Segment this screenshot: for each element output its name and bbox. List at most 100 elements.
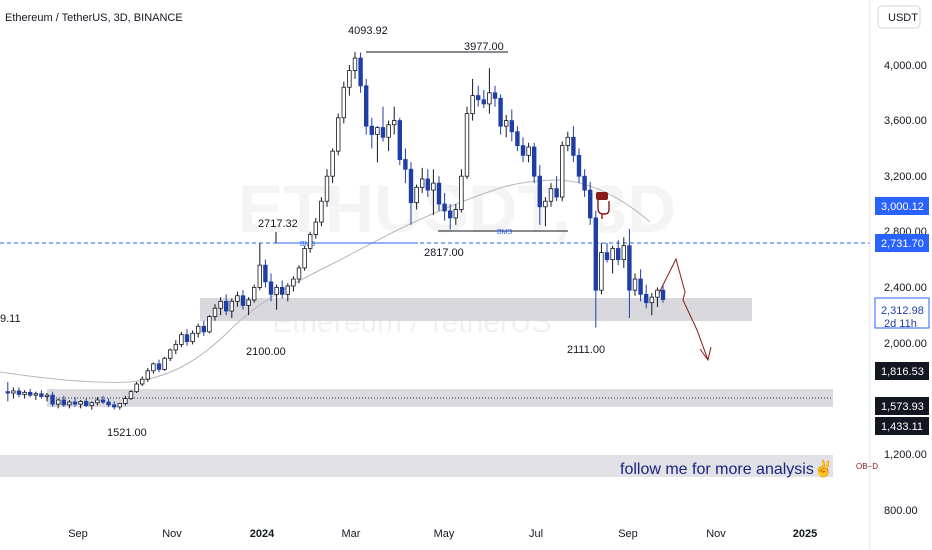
candle-body-up: [543, 200, 548, 208]
candle-body-down: [16, 390, 22, 395]
candle-body-down: [616, 248, 621, 260]
annotation-4093: 4093.92: [348, 25, 388, 37]
candle: [134, 381, 139, 394]
candle: [386, 120, 391, 152]
candle: [610, 245, 615, 274]
y-tick-label: 1,200.00: [884, 449, 927, 461]
price-label: 2,731.70: [875, 234, 929, 252]
pointing-hand-icon: [596, 192, 610, 219]
candle-body-down: [554, 188, 559, 198]
candle: [16, 387, 22, 398]
candle: [593, 210, 598, 328]
x-tick-label: Sep: [68, 528, 88, 540]
candle-body-up: [464, 113, 470, 177]
candle-body-up: [386, 124, 391, 138]
candle-body-up: [470, 95, 475, 115]
candle: [447, 204, 453, 230]
candle: [207, 315, 212, 334]
candle: [627, 229, 632, 318]
candle-body-up: [599, 252, 604, 291]
candle-body-up: [548, 188, 554, 202]
projection-arrow: [658, 257, 709, 361]
candle: [123, 395, 128, 406]
price-label: 3,000.12: [875, 197, 929, 215]
candle-body-up: [414, 186, 419, 204]
candle-body-down: [112, 404, 117, 408]
candle: [263, 259, 268, 288]
candle: [139, 376, 145, 387]
candle: [464, 106, 470, 179]
candle-body-down: [498, 97, 503, 127]
candle-body-up: [307, 234, 313, 249]
candle-body-down: [106, 401, 111, 406]
bms-label-left: BMS: [300, 241, 316, 248]
candle-body-down: [5, 391, 10, 394]
candle: [162, 356, 167, 371]
candle-body-down: [520, 145, 526, 156]
x-tick-label: 2024: [250, 528, 275, 540]
candle: [492, 85, 498, 107]
candle-body-up: [44, 394, 50, 397]
candle: [145, 368, 150, 382]
candle-body-up: [313, 221, 318, 235]
candle-body-up: [207, 316, 212, 333]
candle-body-up: [453, 209, 458, 219]
x-tick-label: Jul: [529, 528, 543, 540]
price-label-countdown: 2d 11h: [884, 318, 917, 330]
candle: [582, 169, 587, 198]
candle-body-up: [257, 264, 262, 288]
candle-body-up: [56, 399, 61, 405]
price-label-box: [875, 197, 929, 215]
candle: [565, 131, 570, 152]
price-label-text: 2,731.70: [881, 238, 924, 250]
annotation-2717: 2717.32: [258, 218, 298, 230]
candle-body-up: [134, 383, 139, 393]
candle: [554, 176, 559, 202]
candle: [515, 126, 520, 152]
candle-body-down: [408, 168, 414, 204]
candle: [487, 68, 492, 114]
candle-body-down: [156, 363, 162, 370]
candle-body-down: [72, 401, 78, 405]
annotation-3977: 3977.00: [464, 41, 504, 53]
candle: [285, 283, 290, 302]
candle: [5, 381, 10, 402]
candle: [498, 94, 503, 135]
candle-body-down: [638, 278, 643, 295]
candle-body-down: [425, 178, 430, 191]
price-label: 1,433.11: [875, 417, 929, 435]
candle: [251, 284, 257, 303]
candle: [257, 243, 262, 291]
candle: [509, 109, 514, 142]
candle: [128, 390, 134, 400]
y-tick-label: 800.00: [884, 505, 918, 517]
x-tick-label: Sep: [618, 528, 638, 540]
candle: [644, 284, 649, 309]
candle-body-down: [223, 300, 229, 312]
candle: [588, 181, 593, 225]
candle-body-up: [218, 300, 223, 309]
currency-button[interactable]: USDT: [877, 5, 921, 29]
bottom-zone: [0, 455, 833, 477]
candle-body-down: [576, 154, 582, 177]
candle-body-up: [190, 332, 195, 343]
candle: [190, 330, 195, 345]
x-tick-label: Nov: [162, 528, 182, 540]
candle-body-down: [475, 95, 481, 101]
annotation-2817: 2817.00: [424, 247, 464, 259]
candle-body-down: [481, 99, 486, 105]
annotation-left-partial: 9.11: [0, 313, 21, 325]
candle: [459, 169, 464, 213]
candle: [638, 269, 643, 302]
candle-body-down: [50, 394, 55, 405]
candle-body-up: [459, 175, 464, 210]
candle-body-up: [251, 286, 257, 301]
candle-body-up: [621, 245, 626, 260]
candle: [481, 90, 486, 109]
candle: [408, 162, 414, 225]
candle-body-up: [11, 390, 16, 394]
candle-body-up: [89, 402, 94, 406]
candle: [621, 237, 626, 268]
